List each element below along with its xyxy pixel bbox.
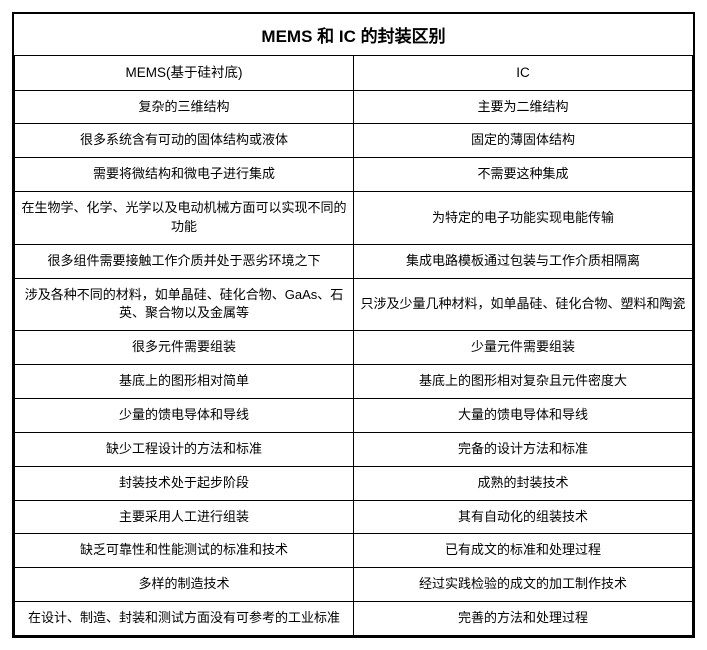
- table-row: 很多系统含有可动的固体结构或液体 固定的薄固体结构: [15, 124, 693, 158]
- cell-mems: 基底上的图形相对简单: [15, 365, 354, 399]
- cell-mems: 缺少工程设计的方法和标准: [15, 432, 354, 466]
- cell-ic: 经过实践检验的成文的加工制作技术: [354, 568, 693, 602]
- table-row: 少量的馈电导体和导线 大量的馈电导体和导线: [15, 399, 693, 433]
- cell-ic: 主要为二维结构: [354, 90, 693, 124]
- cell-mems: 主要采用人工进行组装: [15, 500, 354, 534]
- table-header-row: MEMS(基于硅衬底) IC: [15, 56, 693, 91]
- cell-mems: 多样的制造技术: [15, 568, 354, 602]
- table-row: 缺乏可靠性和性能测试的标准和技术 已有成文的标准和处理过程: [15, 534, 693, 568]
- comparison-table-container: MEMS 和 IC 的封装区别 MEMS(基于硅衬底) IC 复杂的三维结构 主…: [12, 12, 695, 638]
- cell-ic: 集成电路模板通过包装与工作介质相隔离: [354, 244, 693, 278]
- cell-mems: 在设计、制造、封装和测试方面没有可参考的工业标准: [15, 602, 354, 636]
- cell-mems: 很多组件需要接触工作介质并处于恶劣环境之下: [15, 244, 354, 278]
- table-title: MEMS 和 IC 的封装区别: [15, 14, 693, 56]
- cell-ic: 完善的方法和处理过程: [354, 602, 693, 636]
- cell-mems: 很多元件需要组装: [15, 331, 354, 365]
- cell-ic: 基底上的图形相对复杂且元件密度大: [354, 365, 693, 399]
- cell-ic: 固定的薄固体结构: [354, 124, 693, 158]
- cell-mems: 在生物学、化学、光学以及电动机械方面可以实现不同的功能: [15, 192, 354, 245]
- cell-mems: 需要将微结构和微电子进行集成: [15, 158, 354, 192]
- table-row: 在设计、制造、封装和测试方面没有可参考的工业标准 完善的方法和处理过程: [15, 602, 693, 636]
- table-body: MEMS(基于硅衬底) IC 复杂的三维结构 主要为二维结构 很多系统含有可动的…: [15, 56, 693, 636]
- column-header-mems: MEMS(基于硅衬底): [15, 56, 354, 91]
- cell-mems: 复杂的三维结构: [15, 90, 354, 124]
- table-row: 封装技术处于起步阶段 成熟的封装技术: [15, 466, 693, 500]
- column-header-ic: IC: [354, 56, 693, 91]
- cell-ic: 为特定的电子功能实现电能传输: [354, 192, 693, 245]
- cell-ic: 完备的设计方法和标准: [354, 432, 693, 466]
- table-row: 涉及各种不同的材料，如单晶硅、硅化合物、GaAs、石英、聚合物以及金属等 只涉及…: [15, 278, 693, 331]
- table-row: 很多元件需要组装 少量元件需要组装: [15, 331, 693, 365]
- cell-mems: 很多系统含有可动的固体结构或液体: [15, 124, 354, 158]
- cell-mems: 涉及各种不同的材料，如单晶硅、硅化合物、GaAs、石英、聚合物以及金属等: [15, 278, 354, 331]
- table-row: 基底上的图形相对简单 基底上的图形相对复杂且元件密度大: [15, 365, 693, 399]
- table-row: 缺少工程设计的方法和标准 完备的设计方法和标准: [15, 432, 693, 466]
- cell-ic: 其有自动化的组装技术: [354, 500, 693, 534]
- cell-ic: 已有成文的标准和处理过程: [354, 534, 693, 568]
- comparison-table: MEMS 和 IC 的封装区别 MEMS(基于硅衬底) IC 复杂的三维结构 主…: [14, 14, 693, 636]
- table-row: 复杂的三维结构 主要为二维结构: [15, 90, 693, 124]
- cell-ic: 只涉及少量几种材料，如单晶硅、硅化合物、塑料和陶瓷: [354, 278, 693, 331]
- table-row: 主要采用人工进行组装 其有自动化的组装技术: [15, 500, 693, 534]
- cell-mems: 少量的馈电导体和导线: [15, 399, 354, 433]
- table-row: 需要将微结构和微电子进行集成 不需要这种集成: [15, 158, 693, 192]
- cell-mems: 缺乏可靠性和性能测试的标准和技术: [15, 534, 354, 568]
- cell-ic: 大量的馈电导体和导线: [354, 399, 693, 433]
- table-row: 在生物学、化学、光学以及电动机械方面可以实现不同的功能 为特定的电子功能实现电能…: [15, 192, 693, 245]
- cell-ic: 成熟的封装技术: [354, 466, 693, 500]
- table-row: 很多组件需要接触工作介质并处于恶劣环境之下 集成电路模板通过包装与工作介质相隔离: [15, 244, 693, 278]
- cell-ic: 少量元件需要组装: [354, 331, 693, 365]
- cell-mems: 封装技术处于起步阶段: [15, 466, 354, 500]
- cell-ic: 不需要这种集成: [354, 158, 693, 192]
- table-row: 多样的制造技术 经过实践检验的成文的加工制作技术: [15, 568, 693, 602]
